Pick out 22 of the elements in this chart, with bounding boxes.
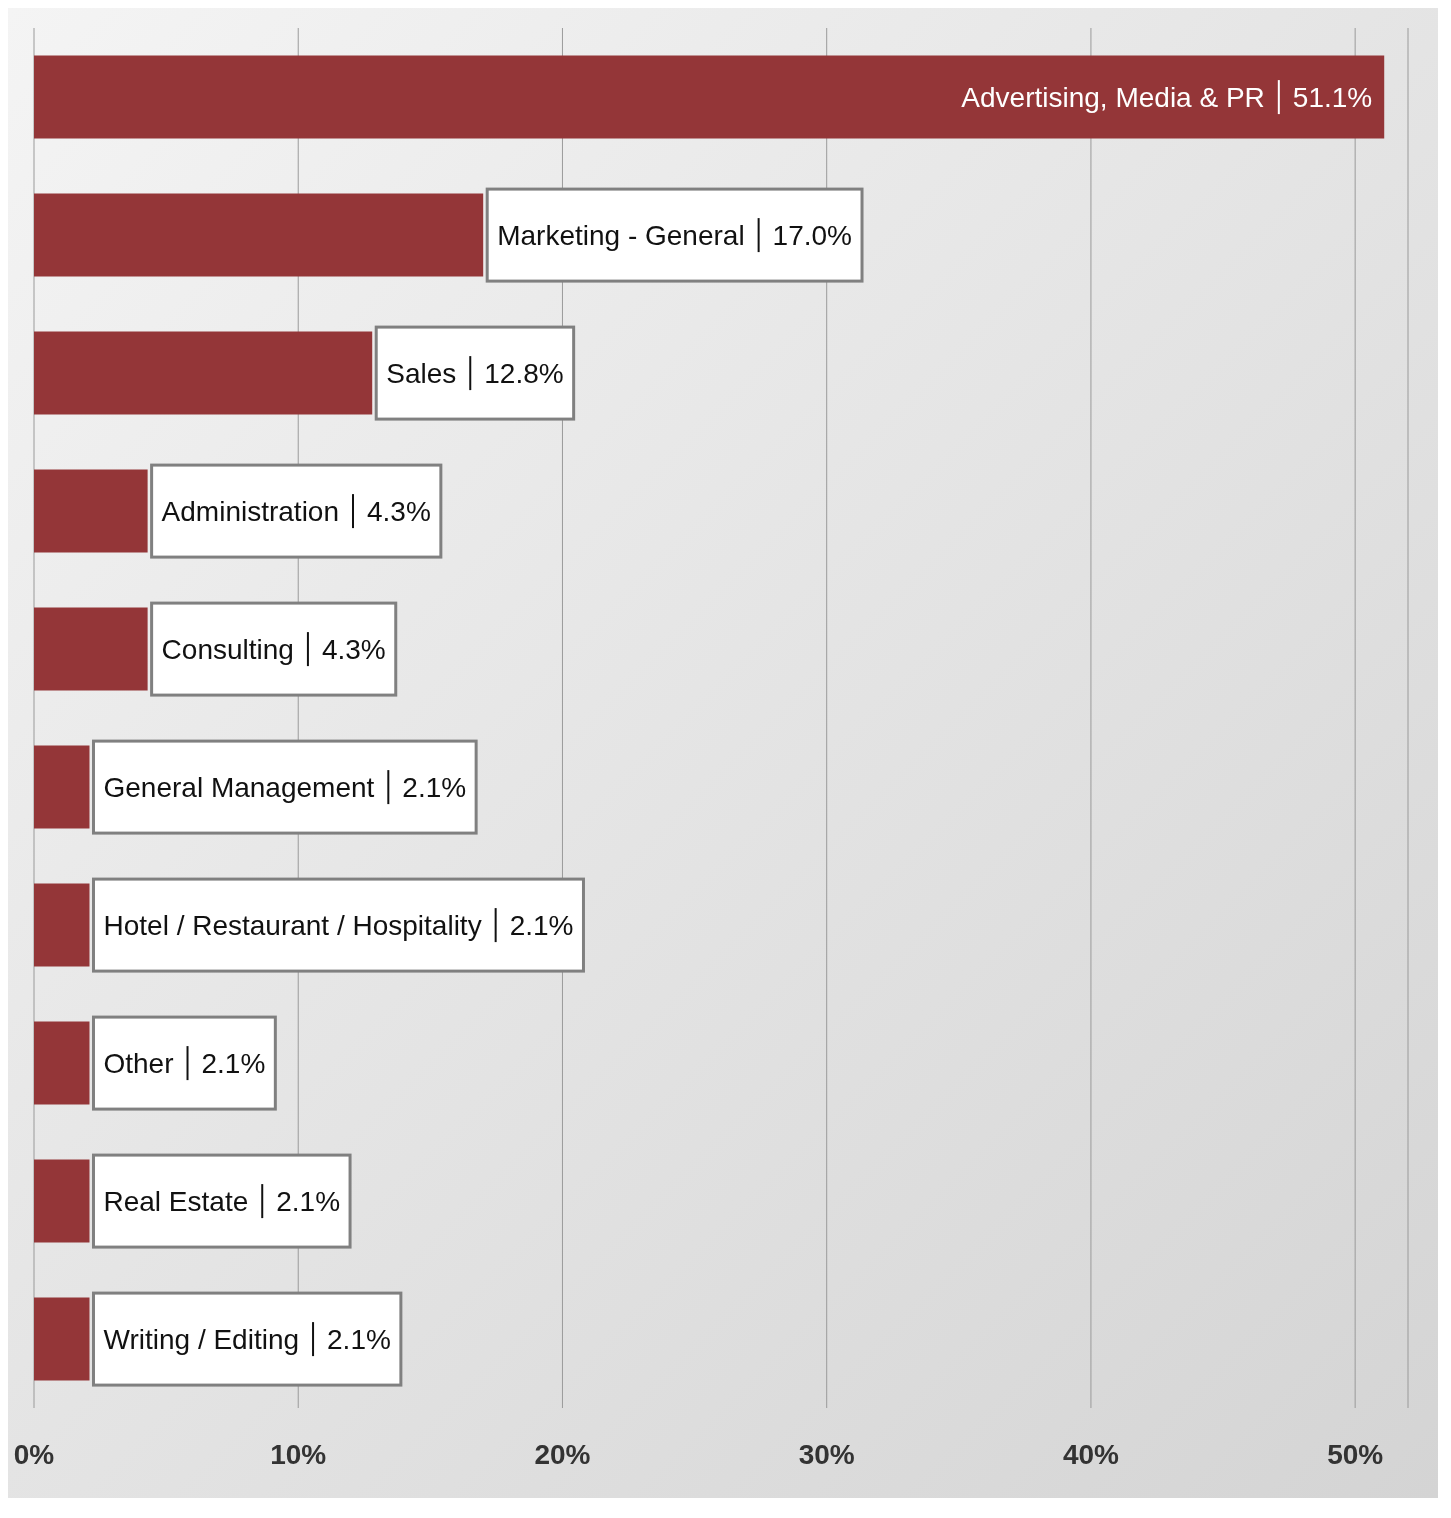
- x-tick-label: 0%: [13, 1438, 55, 1470]
- bar: [34, 1021, 90, 1105]
- bar: [34, 1297, 90, 1381]
- category-label: Other 2.1%: [103, 1047, 266, 1079]
- category-label: General Management 2.1%: [103, 771, 467, 803]
- category-label: Hotel / Restaurant / Hospitality 2.1%: [103, 909, 574, 941]
- x-tick-label: 50%: [1327, 1438, 1384, 1470]
- x-tick-label: 10%: [270, 1438, 327, 1470]
- category-label: Sales 12.8%: [386, 357, 564, 389]
- bar: [34, 745, 90, 829]
- bar: [34, 55, 1385, 139]
- bar: [34, 1159, 90, 1243]
- category-label: Administration 4.3%: [161, 495, 431, 527]
- category-label: Writing / Editing 2.1%: [103, 1323, 391, 1355]
- x-tick-label: 20%: [534, 1438, 591, 1470]
- x-tick-label: 30%: [798, 1438, 855, 1470]
- category-label: Consulting 4.3%: [161, 633, 386, 665]
- category-label: Real Estate 2.1%: [103, 1185, 341, 1217]
- x-tick-label: 40%: [1062, 1438, 1120, 1470]
- category-label: Advertising, Media & PR 51.1%: [961, 81, 1373, 113]
- category-label: Marketing - General 17.0%: [497, 219, 853, 251]
- bar: [34, 883, 90, 967]
